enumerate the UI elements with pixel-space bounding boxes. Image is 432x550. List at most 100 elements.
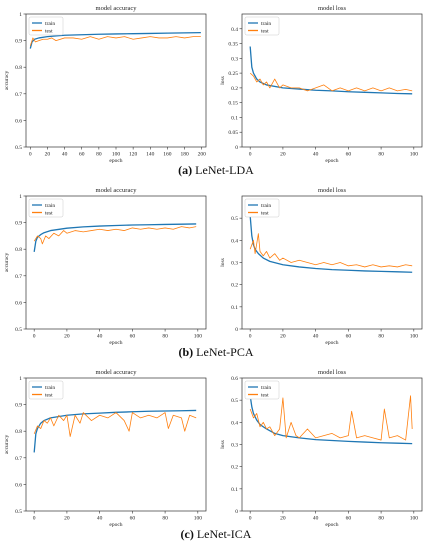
series-line-train xyxy=(33,223,197,252)
y-axis-label: loss xyxy=(220,440,226,449)
x-axis-label: epoch xyxy=(325,158,338,164)
legend-label-test: test xyxy=(45,29,53,35)
x-tick-label: 40 xyxy=(97,516,103,522)
x-tick-label: 40 xyxy=(62,152,68,158)
x-tick-label: 60 xyxy=(130,334,136,340)
y-tick-label: 0.9 xyxy=(15,221,22,227)
y-tick-label: 0.5 xyxy=(15,327,22,333)
y-tick-label: 0.4 xyxy=(231,420,238,426)
y-tick-label: 0.5 xyxy=(15,145,22,151)
x-tick-label: 0 xyxy=(33,516,36,522)
y-tick-label: 0.6 xyxy=(231,376,238,382)
chart-title: model accuracy xyxy=(96,369,138,376)
y-tick-label: 0.15 xyxy=(228,101,238,107)
legend: train test xyxy=(244,380,280,400)
y-tick-label: 0.1 xyxy=(231,487,238,493)
y-tick-label: 0.7 xyxy=(15,274,22,280)
caption-pca: (b) LeNet-PCA xyxy=(178,345,254,359)
x-tick-label: 20 xyxy=(280,334,286,340)
y-axis-label: accuracy xyxy=(4,70,10,90)
chart-ica-loss: model loss 0 20 40 60 80 100 0 0.1 0.2 0.3 0.4 0.5 0.… xyxy=(220,369,423,528)
x-axis-label: epoch xyxy=(325,340,338,346)
plot-frame xyxy=(241,13,423,148)
x-axis-label: epoch xyxy=(109,158,122,164)
x-tick-label: 20 xyxy=(45,152,51,158)
x-tick-label: 80 xyxy=(162,516,168,522)
legend-label-train: train xyxy=(261,21,271,27)
x-axis-label: epoch xyxy=(109,522,122,528)
y-tick-label: 1 xyxy=(19,12,22,18)
y-tick-label: 0.3 xyxy=(231,443,238,449)
legend-label-train: train xyxy=(45,385,55,391)
chart-ica-accuracy: model accuracy 0 20 40 60 80 100 0.5 0.6 0.7 0.8 0.… xyxy=(4,369,207,528)
x-tick-label: 100 xyxy=(410,152,419,158)
y-tick-label: 0.6 xyxy=(15,482,22,488)
chart-pca-accuracy: model accuracy 0 20 40 60 80 100 0.5 0.6 0.7 0.8 0.… xyxy=(4,187,207,346)
x-tick-label: 40 xyxy=(313,334,319,340)
legend-label-train: train xyxy=(261,385,271,391)
x-tick-label: 100 xyxy=(112,152,121,158)
legend-label-test: test xyxy=(261,393,269,399)
x-tick-label: 100 xyxy=(410,334,419,340)
y-tick-label: 0.7 xyxy=(15,456,22,462)
legend-label-train: train xyxy=(45,203,55,209)
x-tick-label: 0 xyxy=(249,152,252,158)
series-line-train xyxy=(249,215,413,273)
x-tick-label: 0 xyxy=(33,334,36,340)
series-line-test xyxy=(249,395,413,441)
y-tick-label: 0.8 xyxy=(15,429,22,435)
x-tick-label: 120 xyxy=(129,152,138,158)
y-axis-label: accuracy xyxy=(4,252,10,272)
caption-ica: (c) LeNet-ICA xyxy=(180,527,252,541)
y-tick-label: 0.1 xyxy=(231,305,238,311)
chart-title: model accuracy xyxy=(96,5,138,12)
y-tick-label: 0.6 xyxy=(15,118,22,124)
x-tick-label: 20 xyxy=(280,152,286,158)
x-tick-label: 20 xyxy=(280,516,286,522)
legend-label-train: train xyxy=(261,203,271,209)
x-tick-label: 20 xyxy=(64,516,70,522)
y-tick-label: 0.25 xyxy=(228,71,238,77)
series-line-test xyxy=(249,233,413,268)
x-tick-label: 80 xyxy=(96,152,102,158)
y-tick-label: 0.9 xyxy=(15,39,22,45)
chart-title: model accuracy xyxy=(96,187,138,194)
series-line-train xyxy=(33,409,197,453)
y-tick-label: 0.3 xyxy=(231,261,238,267)
x-tick-label: 80 xyxy=(378,516,384,522)
x-tick-label: 0 xyxy=(249,334,252,340)
legend-label-test: test xyxy=(261,29,269,35)
y-tick-label: 0.8 xyxy=(15,65,22,71)
y-tick-label: 0.05 xyxy=(228,130,238,136)
x-tick-label: 40 xyxy=(97,334,103,340)
series-line-train xyxy=(249,395,413,445)
y-tick-label: 0.5 xyxy=(231,398,238,404)
plot-frame xyxy=(25,195,207,330)
series-line-test xyxy=(33,226,197,245)
y-tick-label: 0.9 xyxy=(15,403,22,409)
x-tick-label: 80 xyxy=(378,334,384,340)
y-tick-label: 0.35 xyxy=(228,42,238,48)
series-line-train xyxy=(249,46,413,95)
y-tick-label: 0.2 xyxy=(231,86,238,92)
x-tick-label: 100 xyxy=(410,516,419,522)
x-tick-label: 40 xyxy=(313,516,319,522)
y-tick-label: 0 xyxy=(235,509,238,515)
chart-title: model loss xyxy=(318,5,346,12)
x-tick-label: 200 xyxy=(198,152,207,158)
legend: train test xyxy=(28,380,64,400)
x-tick-label: 60 xyxy=(130,516,136,522)
y-axis-label: loss xyxy=(220,76,226,85)
y-tick-label: 0.2 xyxy=(231,283,238,289)
x-tick-label: 80 xyxy=(378,152,384,158)
y-axis-label: loss xyxy=(220,258,226,267)
series-line-test xyxy=(249,72,413,92)
y-tick-label: 0.6 xyxy=(15,300,22,306)
x-axis-label: epoch xyxy=(109,340,122,346)
x-tick-label: 60 xyxy=(346,516,352,522)
x-tick-label: 140 xyxy=(146,152,155,158)
chart-lda-accuracy: model accuracy 0 20 40 60 80 100 120 140 160 180 20… xyxy=(4,5,207,164)
x-tick-label: 180 xyxy=(180,152,189,158)
x-axis-label: epoch xyxy=(325,522,338,528)
x-tick-label: 20 xyxy=(64,334,70,340)
